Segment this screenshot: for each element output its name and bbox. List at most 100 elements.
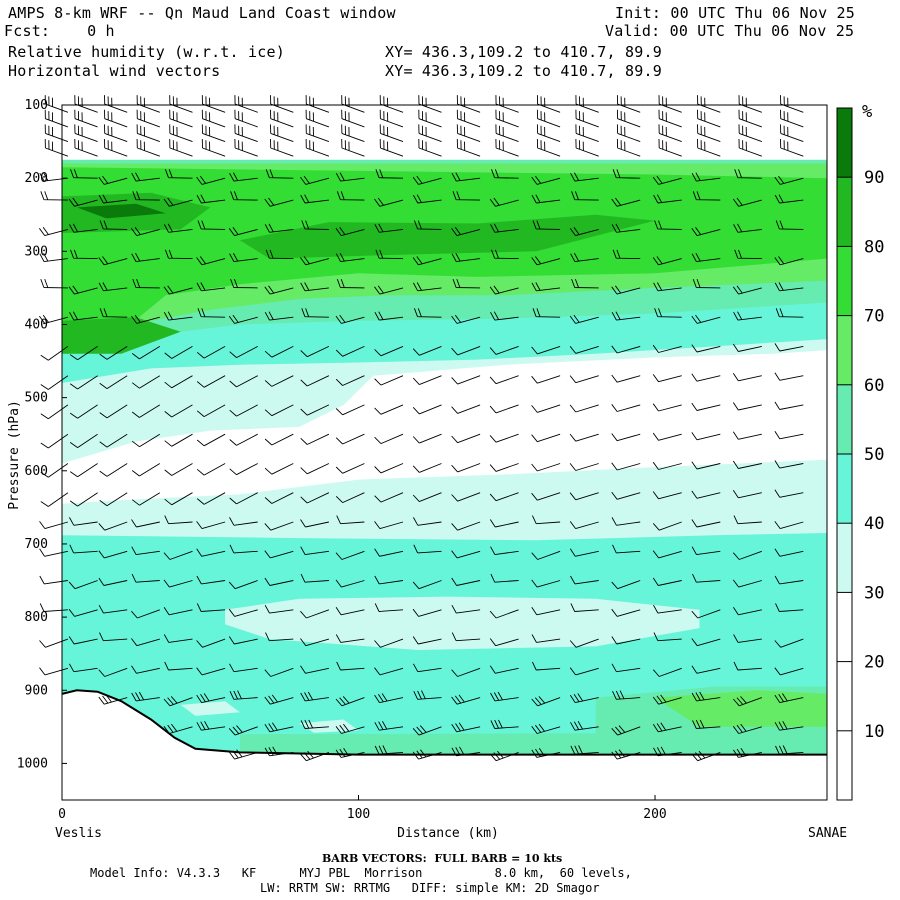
rh-region — [239, 732, 827, 757]
wind-barb — [611, 374, 641, 383]
wind-barb — [451, 172, 481, 182]
wind-barb — [341, 138, 365, 157]
wind-barb — [774, 575, 804, 585]
colorbar-segment — [837, 523, 852, 593]
y-tick-label: 800 — [25, 610, 48, 625]
wind-barb — [691, 432, 721, 441]
wind-barb — [531, 256, 561, 266]
colorbar-unit: % — [862, 102, 872, 122]
x-axis-label: Distance (km) — [397, 826, 499, 841]
y-tick-label: 100 — [25, 98, 48, 113]
wind-barb — [234, 95, 258, 113]
wind-barb — [163, 285, 193, 295]
wind-barb — [570, 575, 599, 585]
wind-barb — [300, 546, 329, 556]
wind-barb — [74, 95, 98, 113]
wind-barb — [270, 124, 294, 143]
rh-region — [239, 214, 655, 259]
wind-barb — [228, 227, 258, 237]
wind-barb — [531, 515, 561, 525]
y-tick-label: 400 — [25, 317, 48, 332]
wind-barb — [569, 521, 599, 530]
rh-region — [655, 690, 827, 727]
wind-barb — [652, 432, 682, 441]
colorbar-label: 90 — [864, 168, 884, 188]
wind-barb — [738, 95, 762, 113]
wind-barb — [374, 197, 404, 207]
wind-barb — [774, 521, 804, 530]
wind-barb — [575, 109, 599, 128]
wind-barb — [570, 172, 599, 182]
wind-barb — [456, 95, 481, 113]
section-coords-2: XY= 436.3,109.2 to 410.7, 89.9 — [385, 62, 662, 80]
wind-barb — [201, 138, 226, 157]
wind-barb — [335, 375, 365, 386]
wind-barb — [229, 517, 258, 526]
wind-barb — [451, 314, 481, 324]
wind-barb — [99, 346, 128, 360]
wind-barb — [652, 694, 682, 705]
wind-barb — [136, 124, 160, 143]
wind-barb — [738, 138, 762, 157]
wind-barb — [196, 194, 226, 204]
wind-barb — [412, 404, 442, 415]
wind-barb — [379, 138, 404, 157]
wind-barb — [68, 580, 98, 590]
terrain-ground — [62, 690, 827, 800]
wind-barb — [738, 124, 762, 143]
wind-barb — [39, 575, 68, 585]
wind-barb — [300, 404, 330, 416]
colorbar-segment — [837, 108, 852, 178]
wind-barb — [451, 227, 481, 237]
wind-barb — [374, 667, 404, 676]
wind-barb — [164, 346, 193, 359]
wind-barb — [451, 667, 481, 677]
wind-barb — [569, 463, 599, 471]
wind-barb — [536, 95, 561, 113]
wind-barb — [375, 169, 404, 179]
colorbar-label: 20 — [864, 653, 884, 673]
plot-frame — [61, 104, 828, 801]
wind-barb — [69, 404, 98, 419]
x-tick-label: 200 — [643, 807, 666, 822]
wind-barb — [780, 109, 804, 128]
wind-barb — [616, 138, 641, 157]
wind-barb — [575, 95, 599, 113]
wind-barb — [489, 345, 519, 355]
wind-barb — [270, 109, 294, 128]
wind-barb — [569, 638, 599, 648]
wind-barb — [39, 638, 69, 648]
wind-barb — [732, 696, 762, 707]
wind-barb — [196, 492, 226, 505]
barb-note: BARB VECTORS: FULL BARB = 10 kts — [322, 852, 563, 865]
wind-barb — [571, 278, 599, 289]
wind-barb — [39, 172, 68, 182]
wind-barb — [69, 492, 98, 507]
x-tick-label: 0 — [58, 807, 66, 822]
wind-barb — [654, 308, 682, 318]
wind-barb — [612, 690, 641, 700]
wind-barb — [691, 461, 721, 470]
wind-barb — [305, 124, 330, 143]
wind-barb — [733, 634, 762, 643]
terrain-surface-line — [61, 689, 827, 756]
wind-barb — [780, 95, 804, 113]
wind-barb — [98, 175, 128, 185]
wind-barb — [451, 252, 481, 263]
wind-barb — [300, 519, 329, 528]
wind-barb — [131, 492, 161, 506]
wind-barb — [611, 433, 641, 442]
wind-barb — [532, 308, 561, 318]
chart-title: AMPS 8-km WRF -- Qn Maud Land Coast wind… — [8, 4, 396, 22]
x-end-label: SANAE — [808, 826, 847, 841]
wind-barb — [732, 723, 762, 734]
wind-barb — [575, 138, 599, 157]
wind-barb — [412, 636, 442, 645]
wind-barb — [40, 346, 69, 361]
wind-barb — [131, 638, 160, 647]
wind-barb — [44, 138, 69, 157]
colorbar-segment — [837, 315, 852, 385]
colorbar-segment — [837, 730, 852, 800]
wind-barb — [691, 252, 721, 263]
wind-barb — [653, 632, 682, 642]
